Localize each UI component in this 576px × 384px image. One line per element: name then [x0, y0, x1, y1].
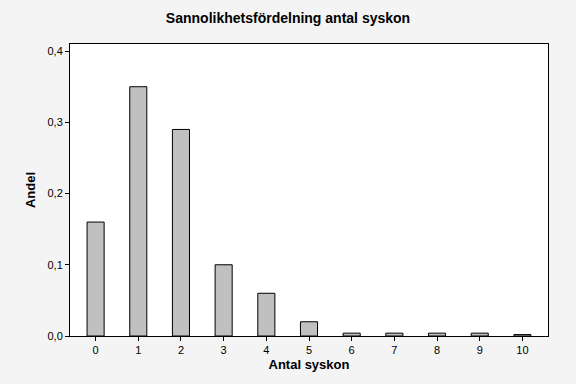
- svg-text:9: 9: [477, 344, 483, 356]
- svg-text:8: 8: [434, 344, 440, 356]
- svg-text:3: 3: [221, 344, 227, 356]
- svg-text:0,0: 0,0: [48, 330, 63, 342]
- svg-text:7: 7: [391, 344, 397, 356]
- svg-text:6: 6: [349, 344, 355, 356]
- svg-text:2: 2: [178, 344, 184, 356]
- svg-text:0,2: 0,2: [48, 187, 63, 199]
- svg-text:0,3: 0,3: [48, 116, 63, 128]
- svg-text:Andel: Andel: [23, 172, 38, 208]
- svg-text:1: 1: [135, 344, 141, 356]
- svg-text:0,1: 0,1: [48, 259, 63, 271]
- svg-text:Sannolikhetsfördelning antal s: Sannolikhetsfördelning antal syskon: [166, 10, 410, 26]
- svg-text:Antal syskon: Antal syskon: [269, 357, 350, 372]
- svg-text:5: 5: [306, 344, 312, 356]
- svg-text:10: 10: [516, 344, 528, 356]
- svg-text:0,4: 0,4: [48, 45, 63, 57]
- svg-text:0: 0: [93, 344, 99, 356]
- svg-text:4: 4: [263, 344, 269, 356]
